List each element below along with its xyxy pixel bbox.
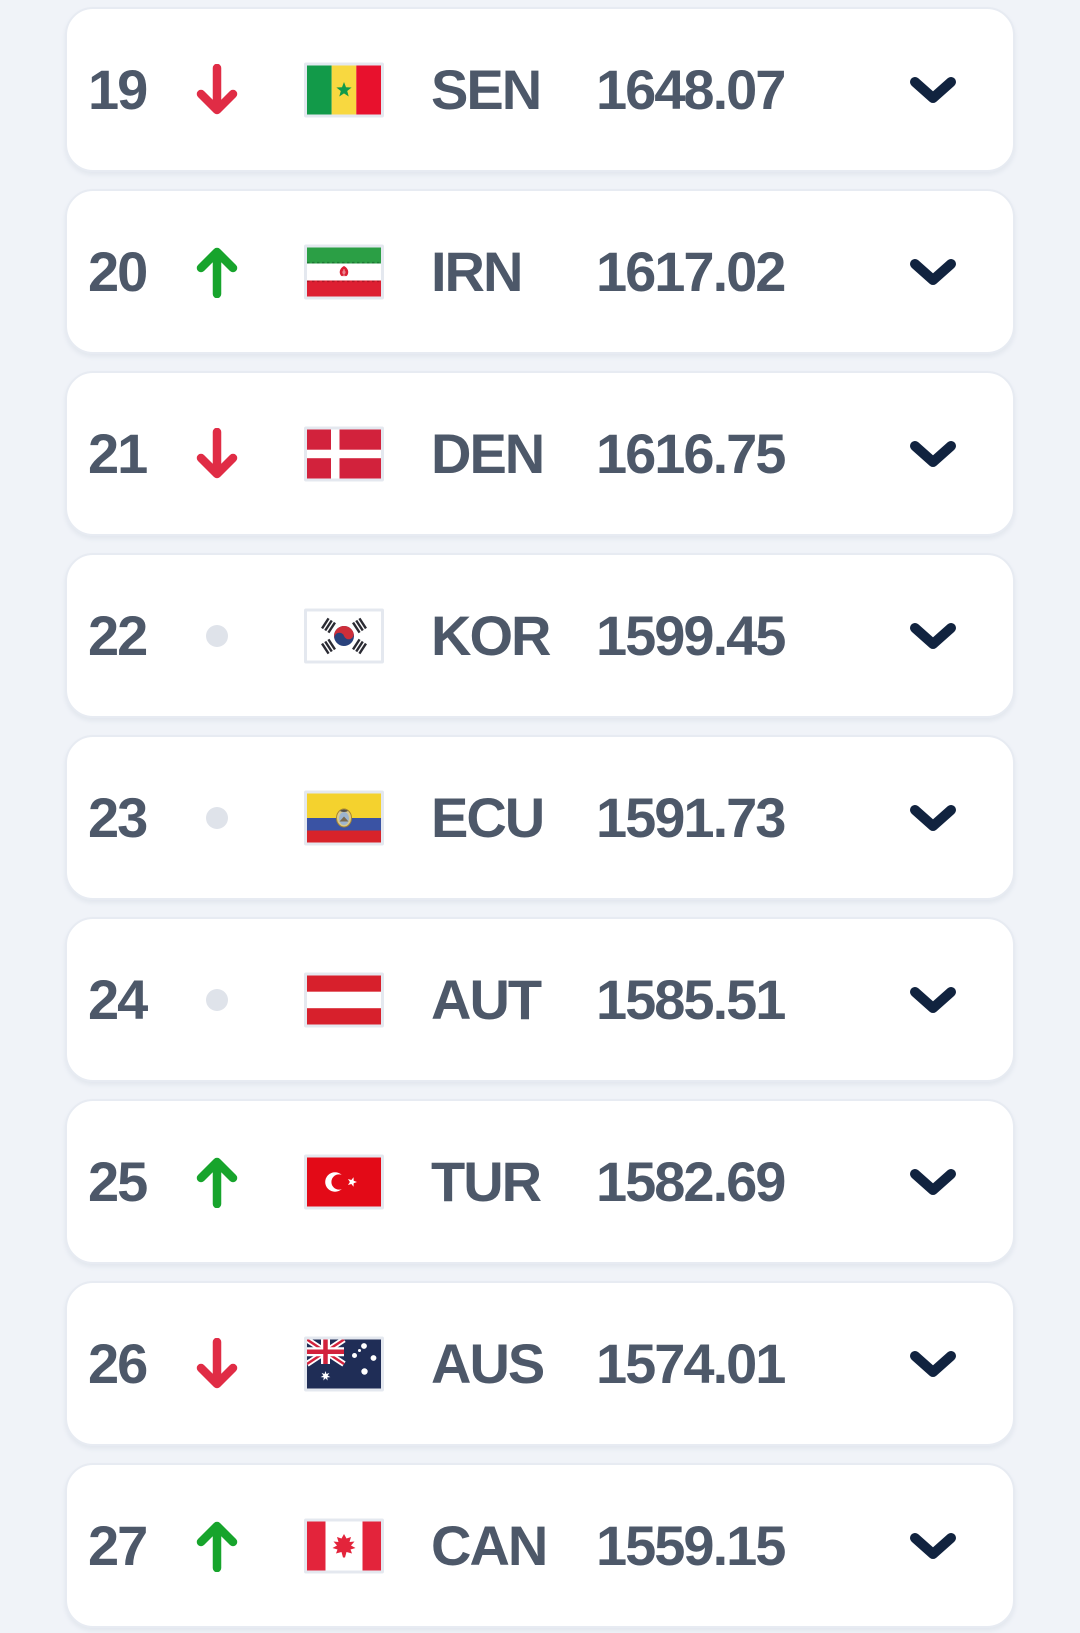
canada-flag-icon [304,1518,384,1573]
arrow-up-icon [185,191,249,352]
ranking-row[interactable]: 21 DEN 1616.75 [65,371,1015,536]
ranking-row[interactable]: 26 AUS 1574.01 [65,1281,1015,1446]
country-code: TUR [431,1150,542,1213]
dot-icon [185,737,249,898]
rank-number: 21 [88,422,148,485]
country-code: IRN [431,240,523,303]
chevron-down-icon[interactable] [910,1465,956,1626]
ranking-row[interactable]: 27 CAN 1559.15 [65,1463,1015,1628]
chevron-down-icon[interactable] [910,191,956,352]
country-code: AUT [431,968,542,1031]
chevron-down-icon[interactable] [910,919,956,1080]
chevron-down-icon[interactable] [910,9,956,170]
points-value: 1617.02 [596,240,786,303]
rank-number: 23 [88,786,148,849]
arrow-down-icon [185,1283,249,1444]
rank-number: 25 [88,1150,148,1213]
turkey-flag-icon [304,1154,384,1209]
south-korea-flag-icon [304,608,384,663]
points-value: 1599.45 [596,604,786,667]
ranking-row[interactable]: 25 TUR 1582.69 [65,1099,1015,1264]
austria-flag-icon [304,972,384,1027]
arrow-down-icon [185,9,249,170]
dot-icon [185,919,249,1080]
chevron-down-icon[interactable] [910,1101,956,1262]
chevron-down-icon[interactable] [910,1283,956,1444]
rank-number: 22 [88,604,148,667]
points-value: 1591.73 [596,786,786,849]
points-value: 1559.15 [596,1514,786,1577]
rank-number: 24 [88,968,148,1031]
rank-number: 26 [88,1332,148,1395]
rank-number: 20 [88,240,148,303]
arrow-up-icon [185,1101,249,1262]
points-value: 1648.07 [596,58,786,121]
rank-number: 19 [88,58,148,121]
ecuador-flag-icon [304,790,384,845]
arrow-up-icon [185,1465,249,1626]
ranking-row[interactable]: 24 AUT 1585.51 [65,917,1015,1082]
ranking-row[interactable]: 22 KOR 1599.45 [65,553,1015,718]
country-code: CAN [431,1514,548,1577]
arrow-down-icon [185,373,249,534]
country-code: DEN [431,422,545,485]
australia-flag-icon [304,1336,384,1391]
country-code: KOR [431,604,551,667]
denmark-flag-icon [304,426,384,481]
points-value: 1582.69 [596,1150,786,1213]
iran-flag-icon [304,244,384,299]
dot-icon [185,555,249,716]
senegal-flag-icon [304,62,384,117]
country-code: ECU [431,786,545,849]
ranking-row[interactable]: 20 IRN 1617.02 [65,189,1015,354]
ranking-row[interactable]: 19 SEN 1648.07 [65,7,1015,172]
country-code: SEN [431,58,542,121]
chevron-down-icon[interactable] [910,555,956,716]
ranking-row[interactable]: 23 ECU 1591.73 [65,735,1015,900]
country-code: AUS [431,1332,545,1395]
chevron-down-icon[interactable] [910,373,956,534]
points-value: 1616.75 [596,422,786,485]
chevron-down-icon[interactable] [910,737,956,898]
rank-number: 27 [88,1514,148,1577]
points-value: 1585.51 [596,968,786,1031]
points-value: 1574.01 [596,1332,786,1395]
